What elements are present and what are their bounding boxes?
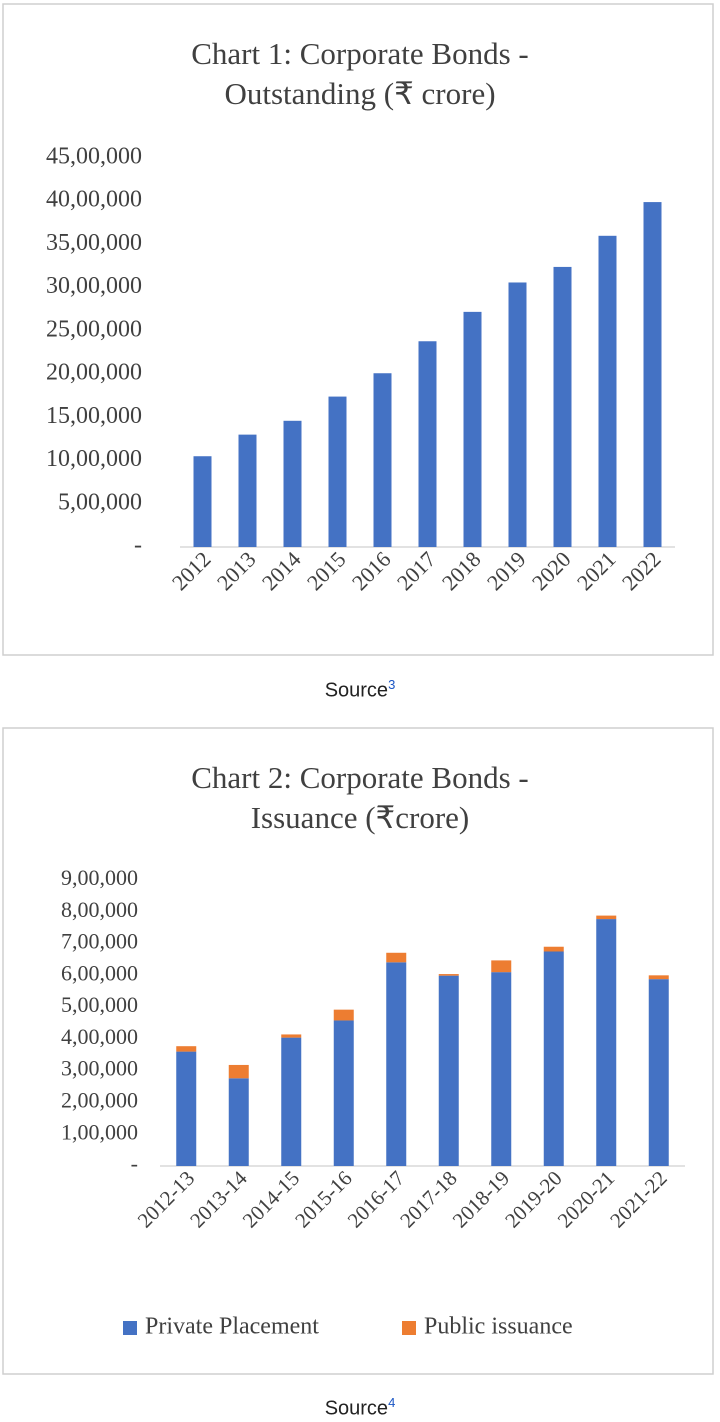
y-tick-label: 9,00,000 [61,865,138,890]
x-tick-label: 2014 [257,546,306,595]
x-tick-label: 2021-22 [605,1166,671,1232]
legend-swatch [123,1321,137,1335]
bar-segment [333,1009,354,1021]
bar-segment [386,952,407,963]
bar-segment [228,1064,249,1079]
y-tick-label: 6,00,000 [61,960,138,985]
y-tick-label: 5,00,000 [61,992,138,1017]
y-tick-label: 5,00,000 [58,489,142,515]
bar [418,341,437,547]
x-tick-label: 2016-17 [343,1166,409,1232]
bar-segment [438,974,459,976]
y-tick-label: 30,00,000 [46,273,142,299]
y-tick-label: 4,00,000 [61,1024,138,1049]
x-tick-label: 2014-15 [238,1166,304,1232]
bar-segment [648,975,669,980]
legend-label: Private Placement [145,1314,319,1340]
bar [463,311,482,547]
bar-segment [596,915,617,920]
bar-segment [596,919,617,1166]
legend-label: Public issuance [424,1314,573,1340]
x-tick-label: 2020-21 [553,1166,619,1232]
y-tick-label: 7,00,000 [61,929,138,954]
bar-segment [648,979,669,1166]
chart-frame [2,3,714,656]
y-tick-label: 3,00,000 [61,1056,138,1081]
y-tick-label: - [134,533,142,559]
bar-segment [176,1046,197,1052]
bar-segment [228,1078,249,1166]
x-tick-label: 2012-13 [133,1166,199,1232]
source-text: Source [324,679,389,702]
y-tick-label: 8,00,000 [61,897,138,922]
x-tick-label: 2012 [167,546,216,595]
x-tick-label: 2013 [212,546,261,595]
bar-segment [281,1034,302,1038]
bar [238,434,257,547]
x-tick-label: 2022 [617,546,666,595]
footnote-ref: 3 [388,677,396,692]
x-tick-label: 2016 [347,546,396,595]
y-tick-label: 15,00,000 [46,403,142,429]
chart-frame [2,727,714,1375]
bar [328,396,347,547]
y-tick-label: - [131,1151,138,1176]
bar [373,373,392,547]
legend-swatch [402,1321,416,1335]
x-tick-label: 2017 [392,546,441,595]
source-note: Source4 [0,1395,720,1421]
bar-segment [176,1051,197,1166]
source-note: Source3 [0,677,720,703]
y-tick-label: 35,00,000 [46,230,142,256]
bar-segment [491,960,512,973]
bar-segment [491,972,512,1166]
bar [508,282,527,547]
bar-segment [438,975,459,1166]
y-tick-label: 10,00,000 [46,446,142,472]
bar [193,456,212,547]
y-tick-label: 1,00,000 [61,1119,138,1144]
y-tick-label: 45,00,000 [46,144,142,170]
chart-title: Chart 1: Corporate Bonds - Outstanding (… [191,36,529,111]
x-tick-label: 2020 [527,546,576,595]
bar-segment [543,946,564,952]
y-tick-label: 20,00,000 [46,360,142,386]
bar [283,420,302,547]
source-text: Source [324,1397,389,1420]
x-tick-label: 2018-19 [448,1166,514,1232]
x-tick-label: 2015-16 [290,1166,356,1232]
bar-segment [333,1020,354,1166]
y-tick-label: 25,00,000 [46,316,142,342]
chart-title: Chart 2: Corporate Bonds - Issuance (₹cr… [191,760,529,835]
bar [553,266,572,547]
bar-segment [543,951,564,1166]
bar [643,202,662,547]
y-tick-label: 40,00,000 [46,187,142,213]
x-tick-label: 2021 [572,546,621,595]
x-tick-label: 2018 [437,546,486,595]
x-tick-label: 2017-18 [395,1166,461,1232]
bar-segment [281,1037,302,1166]
x-tick-label: 2019 [482,546,531,595]
x-tick-label: 2013-14 [185,1166,252,1233]
bar-segment [386,962,407,1166]
footnote-ref: 4 [388,1395,396,1410]
y-tick-label: 2,00,000 [61,1087,138,1112]
bar [598,235,617,548]
x-tick-label: 2019-20 [500,1166,566,1232]
x-tick-label: 2015 [302,546,351,595]
